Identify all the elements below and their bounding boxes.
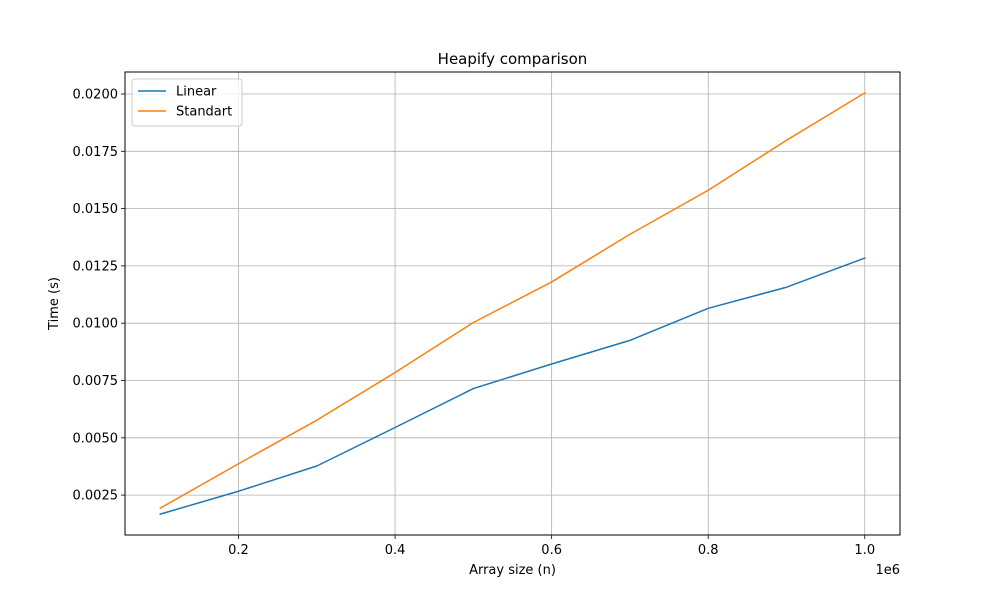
- y-tick-label: 0.0175: [73, 145, 119, 160]
- x-axis-label: Array size (n): [469, 563, 556, 578]
- y-tick-label: 0.0050: [73, 431, 119, 446]
- x-tick-label: 0.4: [385, 543, 406, 558]
- plot-lines: [159, 91, 866, 516]
- x-axis-offset-label: 1e6: [875, 563, 900, 578]
- plot-frame: [124, 71, 901, 536]
- series-line-linear: [159, 257, 866, 516]
- y-axis-label: Time (s): [47, 277, 62, 331]
- y-tick-label: 0.0025: [73, 489, 119, 504]
- x-tick-label: 0.8: [698, 543, 719, 558]
- legend: Linear Standart: [131, 78, 243, 127]
- y-tick-label: 0.0150: [73, 202, 119, 217]
- legend-label-linear: Linear: [176, 85, 217, 100]
- series-line-standart: [159, 91, 866, 510]
- x-tick-label: 0.2: [228, 543, 249, 558]
- y-tick-label: 0.0075: [73, 374, 119, 389]
- axis-ticks: 0.2 0.4 0.6 0.8 1.0 0.0025 0.0050 0.0075 0.0100 0…: [73, 88, 876, 558]
- grid: [125, 72, 900, 535]
- chart-title: Heapify comparison: [438, 50, 588, 68]
- y-tick-label: 0.0125: [73, 259, 119, 274]
- y-tick-label: 0.0100: [73, 317, 119, 332]
- x-tick-label: 1.0: [854, 543, 875, 558]
- legend-label-standart: Standart: [176, 105, 232, 120]
- y-tick-label: 0.0200: [73, 88, 119, 103]
- x-tick-label: 0.6: [541, 543, 562, 558]
